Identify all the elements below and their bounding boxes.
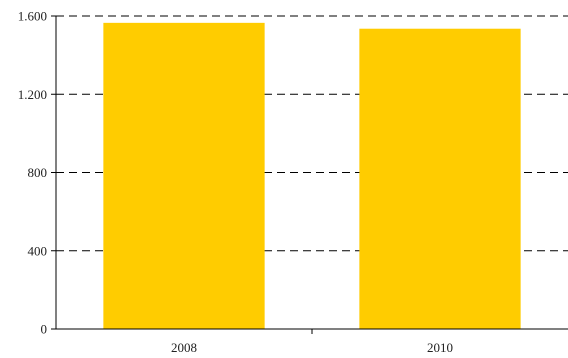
y-tick-label: 0 — [41, 322, 48, 337]
axes — [51, 15, 568, 334]
bar-2008 — [103, 22, 265, 330]
x-tick-label: 2008 — [171, 340, 197, 355]
x-tick-label: 2010 — [427, 340, 453, 355]
bar-2010 — [359, 28, 521, 329]
y-tick-label: 1.600 — [18, 9, 47, 24]
tick-labels: 0 400 800 1.200 1.600 2008 2010 — [18, 9, 453, 356]
y-tick-label: 800 — [28, 165, 48, 180]
bars — [103, 22, 521, 330]
y-tick-label: 400 — [28, 243, 48, 258]
y-tick-label: 1.200 — [18, 87, 47, 102]
